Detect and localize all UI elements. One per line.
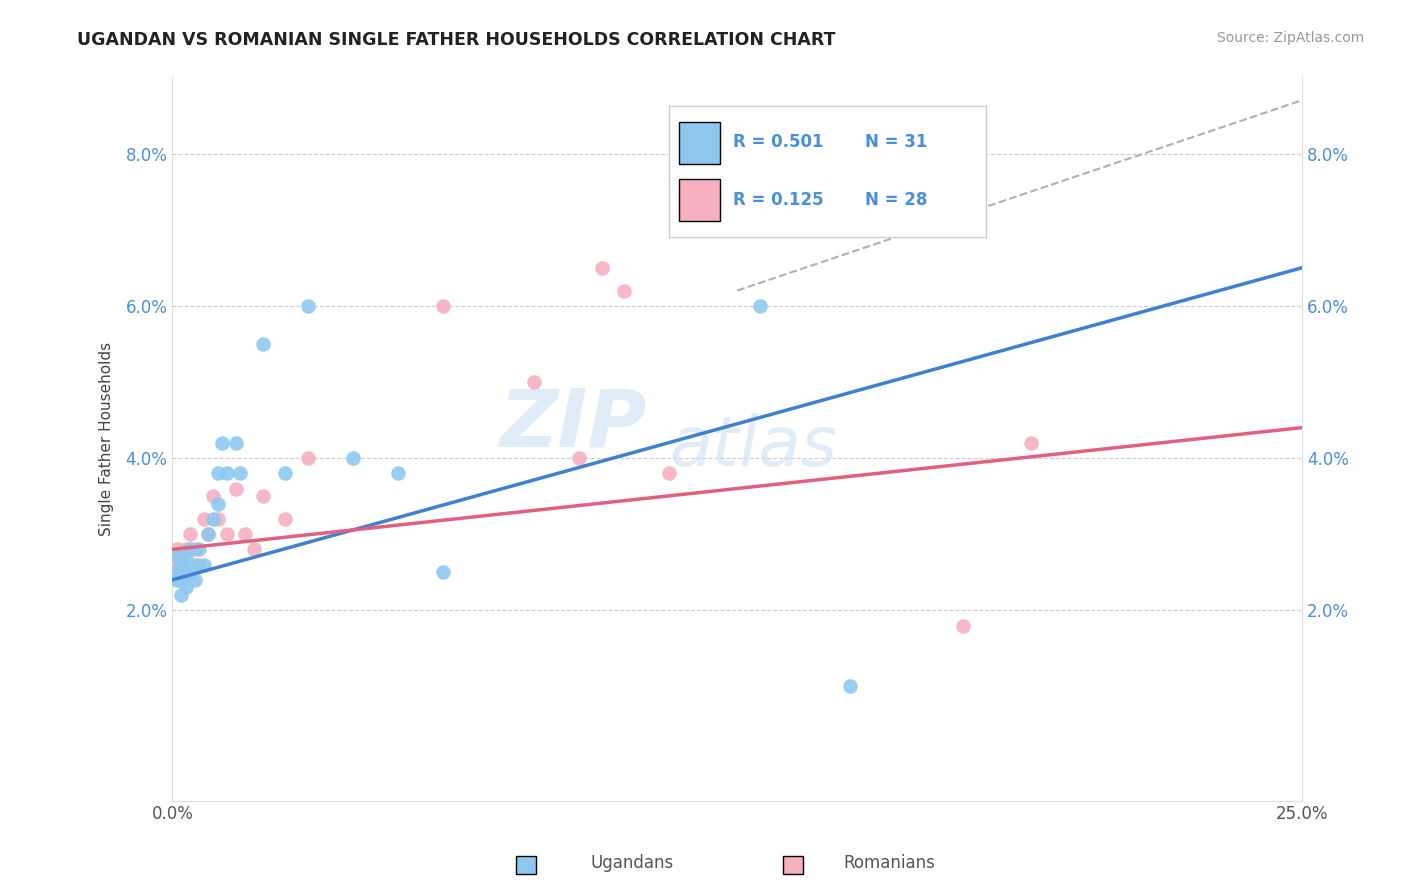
Point — [658, 467, 681, 481]
Text: Romanians: Romanians — [844, 855, 935, 872]
Point — [839, 680, 862, 694]
Point — [166, 542, 188, 557]
Point — [297, 299, 319, 313]
Text: Source: ZipAtlas.com: Source: ZipAtlas.com — [1216, 31, 1364, 45]
Point — [197, 527, 219, 541]
Text: ZIP: ZIP — [499, 385, 647, 464]
Point — [432, 299, 454, 313]
Point — [188, 558, 211, 572]
Point — [166, 566, 188, 580]
Point — [174, 566, 197, 580]
Point — [166, 549, 188, 564]
Point — [170, 558, 193, 572]
Point — [207, 512, 229, 526]
Point — [170, 549, 193, 564]
Text: UGANDAN VS ROMANIAN SINGLE FATHER HOUSEHOLDS CORRELATION CHART: UGANDAN VS ROMANIAN SINGLE FATHER HOUSEH… — [77, 31, 835, 49]
Point — [215, 527, 238, 541]
Point — [193, 558, 215, 572]
Point — [179, 527, 201, 541]
Point — [342, 451, 364, 466]
Point — [184, 542, 207, 557]
Point — [211, 435, 233, 450]
Point — [274, 512, 297, 526]
Point — [432, 566, 454, 580]
Point — [1019, 435, 1042, 450]
Text: Ugandans: Ugandans — [591, 855, 673, 872]
Point — [174, 549, 197, 564]
Point — [297, 451, 319, 466]
Point — [184, 573, 207, 587]
Point — [591, 260, 613, 275]
Point — [170, 588, 193, 602]
Point — [174, 566, 197, 580]
Point — [225, 435, 247, 450]
Point — [252, 337, 274, 351]
Point — [174, 581, 197, 595]
Point — [166, 558, 188, 572]
Point — [225, 482, 247, 496]
Point — [201, 512, 224, 526]
Point — [188, 542, 211, 557]
Point — [387, 467, 409, 481]
Point — [229, 467, 252, 481]
Point — [523, 375, 546, 389]
FancyBboxPatch shape — [783, 856, 803, 874]
Point — [748, 299, 770, 313]
Point — [252, 489, 274, 503]
Point — [215, 467, 238, 481]
Point — [179, 542, 201, 557]
Point — [170, 573, 193, 587]
Point — [613, 284, 636, 298]
Point — [201, 489, 224, 503]
Point — [242, 542, 264, 557]
Point — [952, 618, 974, 632]
Point — [179, 566, 201, 580]
Point — [568, 451, 591, 466]
Point — [170, 566, 193, 580]
Point — [207, 497, 229, 511]
Point — [197, 527, 219, 541]
Point — [274, 467, 297, 481]
FancyBboxPatch shape — [516, 856, 536, 874]
Text: atlas: atlas — [669, 413, 838, 480]
Point — [233, 527, 256, 541]
Point — [184, 558, 207, 572]
Point — [166, 573, 188, 587]
Point — [207, 467, 229, 481]
Point — [174, 542, 197, 557]
Y-axis label: Single Father Households: Single Father Households — [100, 342, 114, 536]
Point — [193, 512, 215, 526]
